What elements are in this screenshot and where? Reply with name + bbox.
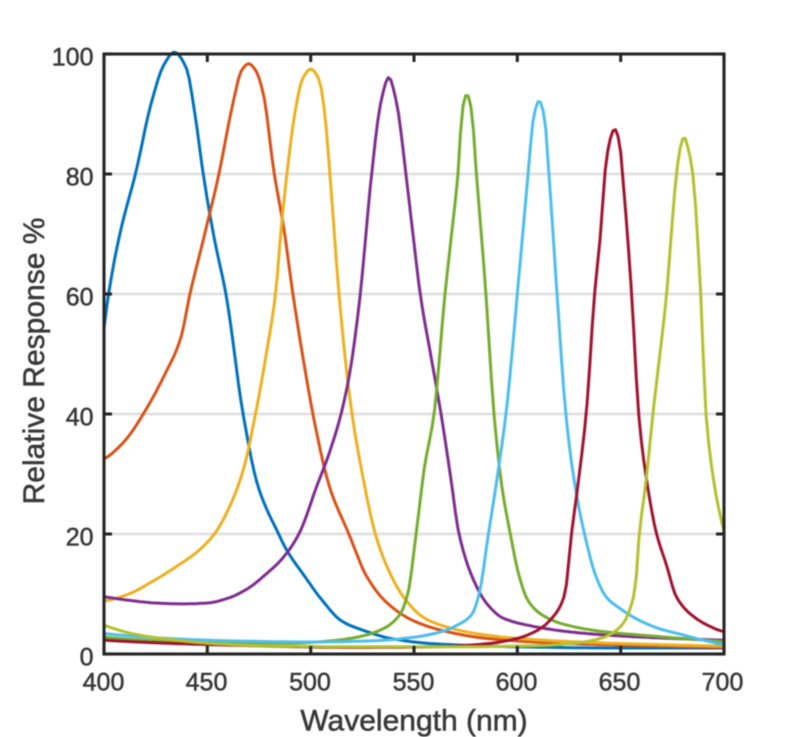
svg-text:700: 700 — [702, 669, 744, 697]
svg-text:100: 100 — [52, 44, 94, 72]
svg-text:500: 500 — [289, 669, 331, 697]
svg-text:600: 600 — [496, 669, 538, 697]
svg-text:40: 40 — [66, 404, 94, 432]
svg-text:20: 20 — [66, 524, 94, 552]
svg-text:450: 450 — [186, 669, 228, 697]
svg-text:60: 60 — [66, 284, 94, 312]
svg-text:Relative Response %: Relative Response % — [18, 218, 51, 505]
svg-text:Wavelength (nm): Wavelength (nm) — [300, 705, 527, 737]
svg-text:400: 400 — [83, 669, 125, 697]
svg-text:0: 0 — [80, 644, 94, 672]
svg-text:80: 80 — [66, 164, 94, 192]
svg-text:650: 650 — [599, 669, 641, 697]
svg-text:550: 550 — [393, 669, 435, 697]
